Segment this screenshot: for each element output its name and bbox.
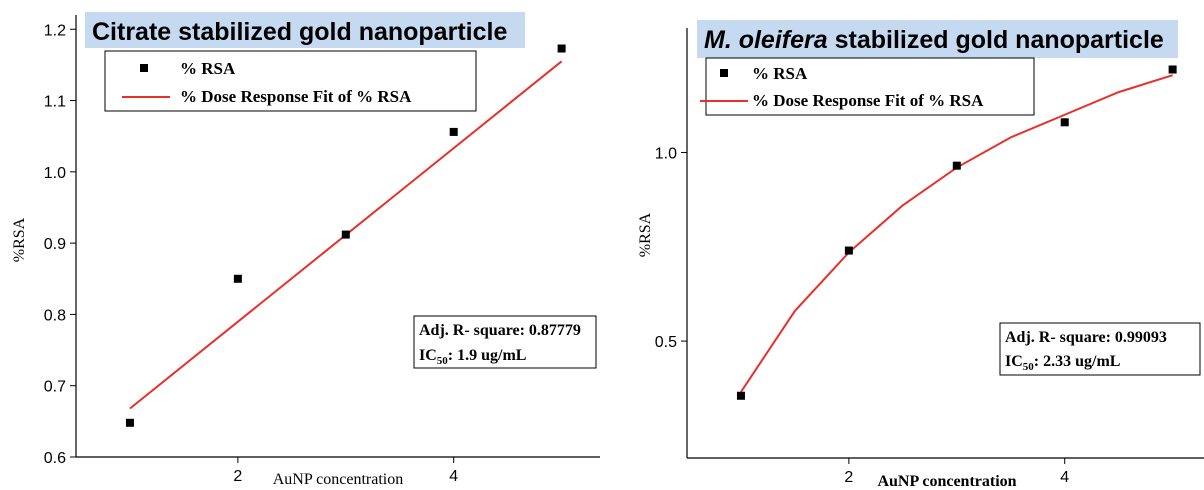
right-legend-item-rsa: % RSA [752, 64, 808, 83]
left-y-tick-label: 1.1 [44, 94, 66, 111]
right-ic-prefix: IC [1005, 353, 1023, 370]
left-data-points [125, 44, 566, 427]
right-data-point [1168, 65, 1177, 74]
right-r-square: Adj. R- square: 0.99093 [1005, 329, 1167, 346]
left-ic-value: : 1.9 ug/mL [448, 347, 527, 364]
left-ic50: IC50: 1.9 ug/mL [419, 347, 526, 367]
right-x-tick-label: 4 [1060, 469, 1069, 486]
left-chart-title: Citrate stabilized gold nanoparticle [92, 18, 507, 46]
left-y-tick-label: 0.8 [44, 307, 66, 324]
left-data-point [341, 230, 350, 239]
left-r-square: Adj. R- square: 0.87779 [419, 322, 581, 339]
left-stats-box [413, 315, 597, 369]
right-chart-title: M. oleifera stabilized gold nanoparticle [704, 26, 1164, 54]
left-x-tick-label: 4 [449, 468, 458, 485]
left-y-tick-label: 1.2 [44, 22, 66, 39]
right-data-point [736, 391, 745, 400]
left-data-point [125, 418, 134, 427]
left-data-point [233, 274, 242, 283]
left-y-axis-label: %RSA [11, 217, 28, 262]
left-x-axis-label: AuNP concentration [273, 471, 403, 488]
right-title-rest: stabilized gold nanoparticle [828, 26, 1164, 54]
right-y-ticks: 0.5 1.0 [655, 145, 687, 351]
left-data-point [449, 127, 458, 136]
right-legend-item-fit: % Dose Response Fit of % RSA [752, 91, 984, 110]
left-y-tick-label: 0.9 [44, 236, 66, 253]
right-y-tick-label: 1.0 [655, 145, 677, 162]
left-legend-marker [140, 64, 148, 72]
right-data-point [1060, 118, 1069, 127]
left-legend-box [104, 50, 477, 112]
chart-left: Citrate stabilized gold nanoparticle 0.6… [11, 12, 600, 488]
right-legend-box [705, 57, 1035, 116]
right-title-background [697, 20, 1178, 58]
left-legend-item-rsa: % RSA [180, 59, 236, 78]
right-y-tick-label: 0.5 [655, 334, 677, 351]
right-ic50: IC50: 2.33 ug/mL [1005, 353, 1120, 373]
left-stats: Adj. R- square: 0.87779 IC50: 1.9 ug/mL [413, 315, 597, 369]
right-ic-value: : 2.33 ug/mL [1034, 353, 1121, 370]
right-stats-box [999, 322, 1201, 376]
left-y-tick-label: 1.0 [44, 165, 66, 182]
left-y-tick-label: 0.7 [44, 379, 66, 396]
left-y-ticks: 0.6 0.7 0.8 0.9 1.0 1.1 1.2 [44, 22, 76, 467]
left-ic-sub: 50 [437, 355, 449, 367]
right-data-points [736, 65, 1177, 400]
right-title-italic: M. oleifera [704, 26, 828, 54]
left-data-point [557, 44, 566, 53]
left-ic-prefix: IC [419, 347, 437, 364]
chart-right: M. oleifera stabilized gold nanoparticle… [637, 20, 1204, 490]
right-legend-marker [720, 69, 728, 77]
right-x-tick-label: 2 [844, 469, 853, 486]
right-x-axis-label: AuNP concentration [877, 473, 1016, 490]
right-legend: % RSA % Dose Response Fit of % RSA [700, 57, 1035, 116]
right-data-point [844, 246, 853, 255]
right-ic-sub: 50 [1023, 361, 1035, 373]
left-legend: % RSA % Dose Response Fit of % RSA [104, 50, 477, 112]
right-y-axis-label: %RSA [637, 212, 654, 257]
right-stats: Adj. R- square: 0.99093 IC50: 2.33 ug/mL [999, 322, 1201, 376]
right-data-point [952, 161, 961, 170]
left-legend-item-fit: % Dose Response Fit of % RSA [180, 87, 412, 106]
left-x-tick-label: 2 [233, 468, 242, 485]
left-title-background [85, 12, 525, 48]
left-y-tick-label: 0.6 [44, 450, 66, 467]
